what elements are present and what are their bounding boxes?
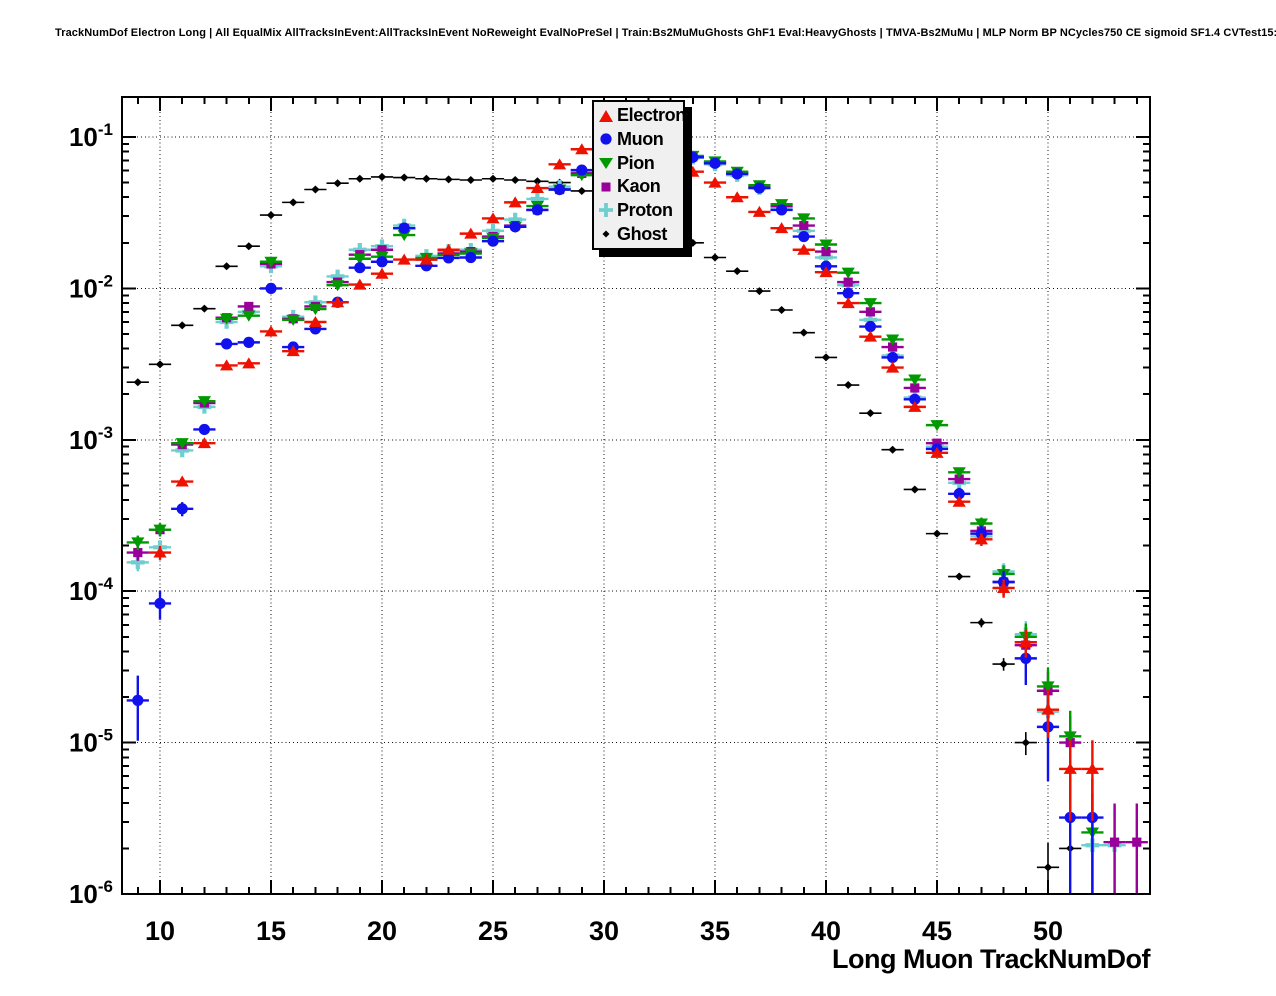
- legend-item-kaon: Kaon: [597, 175, 683, 198]
- svg-text:10-2: 10-2: [69, 271, 113, 303]
- svg-text:10-4: 10-4: [69, 574, 114, 606]
- svg-text:40: 40: [811, 916, 841, 946]
- legend-label-kaon: Kaon: [617, 176, 661, 197]
- pion-marker-icon: [599, 158, 613, 170]
- svg-text:10-6: 10-6: [69, 877, 113, 909]
- electron-marker-icon: [599, 109, 613, 122]
- svg-text:45: 45: [922, 916, 952, 946]
- legend-label-pion: Pion: [617, 152, 655, 173]
- svg-text:20: 20: [367, 916, 397, 946]
- legend-item-ghost: Ghost: [597, 223, 683, 246]
- legend-label-muon: Muon: [617, 128, 664, 149]
- muon-marker-icon: [600, 133, 612, 146]
- legend-label-proton: Proton: [617, 199, 673, 220]
- svg-text:30: 30: [589, 916, 619, 946]
- svg-text:50: 50: [1033, 916, 1063, 946]
- svg-text:10-5: 10-5: [69, 726, 113, 758]
- legend-item-muon: Muon: [597, 128, 683, 151]
- svg-text:25: 25: [478, 916, 508, 946]
- legend-item-electron: Electron: [597, 104, 686, 127]
- legend-label-electron: Electron: [617, 105, 686, 126]
- legend: Electron Muon Pion Kaon Proton Ghost: [592, 100, 686, 250]
- svg-text:35: 35: [700, 916, 730, 946]
- plot-title: TrackNumDof Electron Long | All EqualMix…: [55, 27, 1276, 39]
- svg-text:15: 15: [256, 916, 286, 946]
- kaon-marker-icon: [601, 182, 611, 192]
- legend-item-pion: Pion: [597, 152, 683, 175]
- x-axis-title: Long Muon TrackNumDof: [832, 944, 1150, 974]
- legend-label-ghost: Ghost: [617, 223, 667, 244]
- svg-text:10-3: 10-3: [69, 423, 113, 455]
- ghost-marker-icon: [602, 230, 610, 238]
- proton-marker-icon: [599, 203, 613, 218]
- svg-text:10-1: 10-1: [69, 120, 113, 152]
- legend-item-proton: Proton: [597, 199, 683, 222]
- svg-text:10: 10: [145, 916, 175, 946]
